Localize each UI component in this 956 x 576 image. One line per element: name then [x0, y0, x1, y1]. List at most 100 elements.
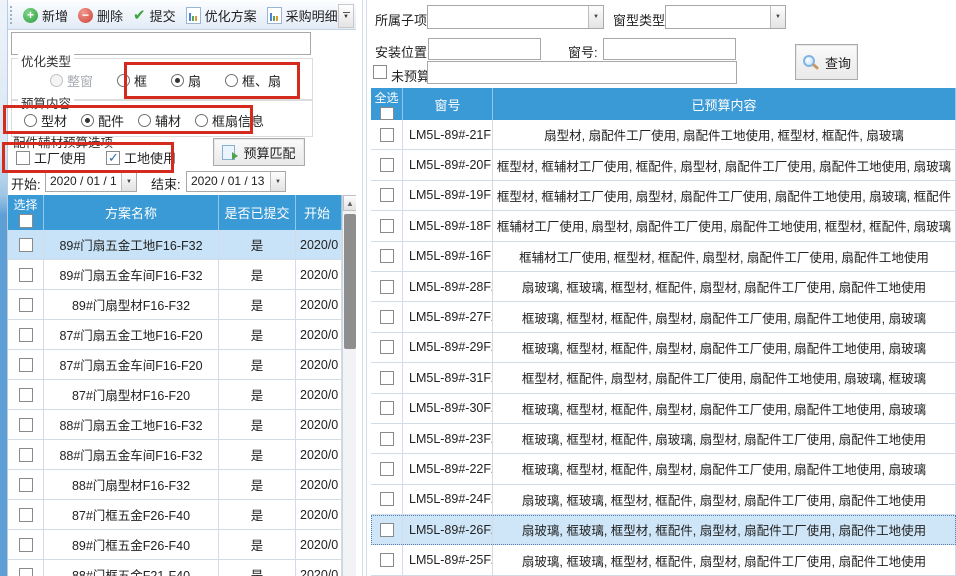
table-row[interactable]: LM5L-89#-16F15框辅材工厂使用, 框型材, 框配件, 扇型材, 扇配…	[371, 242, 956, 272]
start-date-value: 2020 / 01 / 1	[50, 174, 117, 188]
table-row[interactable]: 87#门扇五金工地F16-F20是2020/0	[8, 320, 342, 350]
budget-match-button[interactable]: 预算匹配	[213, 138, 305, 166]
row-checkbox[interactable]	[19, 268, 33, 282]
checkbox-option[interactable]: 工厂使用	[16, 148, 86, 167]
row-checkbox[interactable]	[19, 478, 33, 492]
row-checkbox[interactable]	[380, 310, 394, 324]
window-no-input[interactable]	[603, 38, 736, 60]
no-budget-checkbox[interactable]	[373, 65, 387, 79]
radio-option[interactable]: 框	[117, 71, 147, 90]
spreadsheet-icon	[267, 7, 282, 24]
install-position-input[interactable]	[428, 38, 541, 60]
toolbar-button-optimize-plan[interactable]: 优化方案	[181, 3, 262, 28]
table-row[interactable]: 89#门扇五金车间F16-F32是2020/0	[8, 260, 342, 290]
row-checkbox[interactable]	[380, 492, 394, 506]
toolbar-button-add[interactable]: + 新增	[18, 3, 73, 28]
radio-option[interactable]: 框、扇	[225, 71, 281, 90]
table-row[interactable]: 89#门扇五金工地F16-F32是2020/0	[8, 230, 342, 260]
scroll-up-icon[interactable]: ▲	[343, 195, 356, 211]
row-checkbox[interactable]	[380, 462, 394, 476]
row-checkbox[interactable]	[380, 523, 394, 537]
radio-option[interactable]: 整窗	[50, 71, 93, 90]
row-checkbox[interactable]	[380, 219, 394, 233]
table-row[interactable]: LM5L-89#-28F26扇玻璃, 框玻璃, 框型材, 框配件, 扇型材, 扇…	[371, 272, 956, 302]
chevron-down-icon[interactable]: ▼	[270, 172, 285, 191]
row-checkbox[interactable]	[380, 432, 394, 446]
query-button[interactable]: 查询	[795, 44, 858, 80]
plan-header-start[interactable]: 开始	[296, 195, 342, 230]
toolbar-button-submit[interactable]: ✔ 提交	[128, 3, 181, 28]
row-checkbox[interactable]	[19, 508, 33, 522]
chevron-down-icon[interactable]: ▼	[588, 6, 603, 28]
table-row[interactable]: LM5L-89#-24F22扇玻璃, 框玻璃, 框型材, 框配件, 扇型材, 扇…	[371, 485, 956, 515]
row-checkbox[interactable]	[19, 328, 33, 342]
row-checkbox[interactable]	[19, 448, 33, 462]
radio-option[interactable]: 框扇信息	[195, 111, 264, 130]
table-row[interactable]: 87#门扇型材F16-F20是2020/0	[8, 380, 342, 410]
plan-table-scrollbar[interactable]: ▲	[342, 195, 356, 576]
row-checkbox[interactable]	[19, 418, 33, 432]
plan-header-submitted[interactable]: 是否已提交	[219, 195, 296, 230]
chevron-down-icon[interactable]: ▼	[121, 172, 136, 191]
chevron-down-icon[interactable]: ▼	[770, 6, 785, 28]
no-budget-input[interactable]	[427, 61, 737, 84]
table-row[interactable]: 89#门框五金F26-F40是2020/0	[8, 530, 342, 560]
table-row[interactable]: LM5L-89#-27F25框玻璃, 框型材, 框配件, 扇型材, 扇配件工厂使…	[371, 302, 956, 332]
table-row[interactable]: LM5L-89#-18F16框辅材工厂使用, 扇型材, 扇配件工厂使用, 扇配件…	[371, 211, 956, 241]
radio-option[interactable]: 配件	[81, 111, 124, 130]
table-row[interactable]: 88#门扇五金车间F16-F32是2020/0	[8, 440, 342, 470]
window-type-select[interactable]: ▼	[665, 5, 786, 29]
row-checkbox[interactable]	[19, 388, 33, 402]
radio-option[interactable]: 型材	[24, 111, 67, 130]
table-row[interactable]: 88#门框五金F21-F40是2020/0	[8, 560, 342, 576]
checkbox-option[interactable]: 工地使用	[106, 148, 176, 167]
plan-header-name[interactable]: 方案名称	[44, 195, 219, 230]
sub-item-select[interactable]: ▼	[427, 5, 604, 29]
checkbox-icon	[16, 151, 30, 165]
row-checkbox[interactable]	[19, 538, 33, 552]
table-row[interactable]: 88#门扇五金工地F16-F32是2020/0	[8, 410, 342, 440]
table-row[interactable]: LM5L-89#-21F19扇型材, 扇配件工厂使用, 扇配件工地使用, 框型材…	[371, 120, 956, 150]
window-header-no[interactable]: 窗号	[403, 88, 493, 120]
row-checkbox[interactable]	[380, 128, 394, 142]
row-checkbox[interactable]	[380, 249, 394, 263]
row-checkbox[interactable]	[19, 238, 33, 252]
row-checkbox[interactable]	[380, 340, 394, 354]
select-all-checkbox[interactable]	[19, 214, 33, 228]
start-date-picker[interactable]: 2020 / 01 / 1 ▼	[45, 171, 137, 192]
window-header-budgeted[interactable]: 已预算内容	[493, 88, 956, 120]
table-row[interactable]: 87#门框五金F26-F40是2020/0	[8, 500, 342, 530]
select-all-checkbox[interactable]	[380, 107, 394, 120]
panel-splitter[interactable]	[362, 0, 363, 576]
radio-option[interactable]: 扇	[171, 71, 201, 90]
toolbar-overflow-button[interactable]: ▼	[338, 4, 354, 28]
table-row[interactable]: LM5L-89#-26F24扇玻璃, 框玻璃, 框型材, 框配件, 扇型材, 扇…	[371, 515, 956, 545]
row-checkbox[interactable]	[380, 371, 394, 385]
table-row[interactable]: LM5L-89#-20F18框型材, 框辅材工厂使用, 框配件, 扇型材, 扇配…	[371, 150, 956, 180]
row-checkbox[interactable]	[380, 158, 394, 172]
row-checkbox[interactable]	[380, 553, 394, 567]
table-row[interactable]: LM5L-89#-22F20框玻璃, 框型材, 框配件, 扇型材, 扇配件工厂使…	[371, 454, 956, 484]
radio-option[interactable]: 辅材	[138, 111, 181, 130]
table-row[interactable]: LM5L-89#-19F17框型材, 框辅材工厂使用, 扇型材, 扇配件工厂使用…	[371, 181, 956, 211]
table-row[interactable]: LM5L-89#-25F23扇玻璃, 框玻璃, 框型材, 框配件, 扇型材, 扇…	[371, 545, 956, 575]
table-row[interactable]: 88#门扇型材F16-F32是2020/0	[8, 470, 342, 500]
table-row[interactable]: LM5L-89#-30F28框玻璃, 框型材, 框配件, 扇型材, 扇配件工厂使…	[371, 394, 956, 424]
table-row[interactable]: 87#门扇五金车间F16-F20是2020/0	[8, 350, 342, 380]
table-row[interactable]: LM5L-89#-29F27框玻璃, 框型材, 框配件, 扇型材, 扇配件工厂使…	[371, 333, 956, 363]
row-checkbox[interactable]	[19, 568, 33, 576]
table-row[interactable]: 89#门扇型材F16-F32是2020/0	[8, 290, 342, 320]
toolbar-grip[interactable]	[10, 6, 13, 24]
table-row[interactable]: LM5L-89#-31F29框型材, 框配件, 扇型材, 扇配件工厂使用, 扇配…	[371, 363, 956, 393]
row-checkbox[interactable]	[19, 358, 33, 372]
end-date-picker[interactable]: 2020 / 01 / 13 ▼	[186, 171, 286, 192]
row-checkbox[interactable]	[19, 298, 33, 312]
toolbar-button-label: 采购明细	[286, 6, 338, 25]
panel-splitter[interactable]	[366, 0, 367, 576]
row-checkbox[interactable]	[380, 280, 394, 294]
toolbar-button-delete[interactable]: − 删除	[73, 3, 128, 28]
scrollbar-thumb[interactable]	[344, 214, 356, 349]
row-checkbox[interactable]	[380, 188, 394, 202]
table-row[interactable]: LM5L-89#-23F21框玻璃, 框型材, 框配件, 扇玻璃, 扇型材, 扇…	[371, 424, 956, 454]
row-checkbox[interactable]	[380, 401, 394, 415]
